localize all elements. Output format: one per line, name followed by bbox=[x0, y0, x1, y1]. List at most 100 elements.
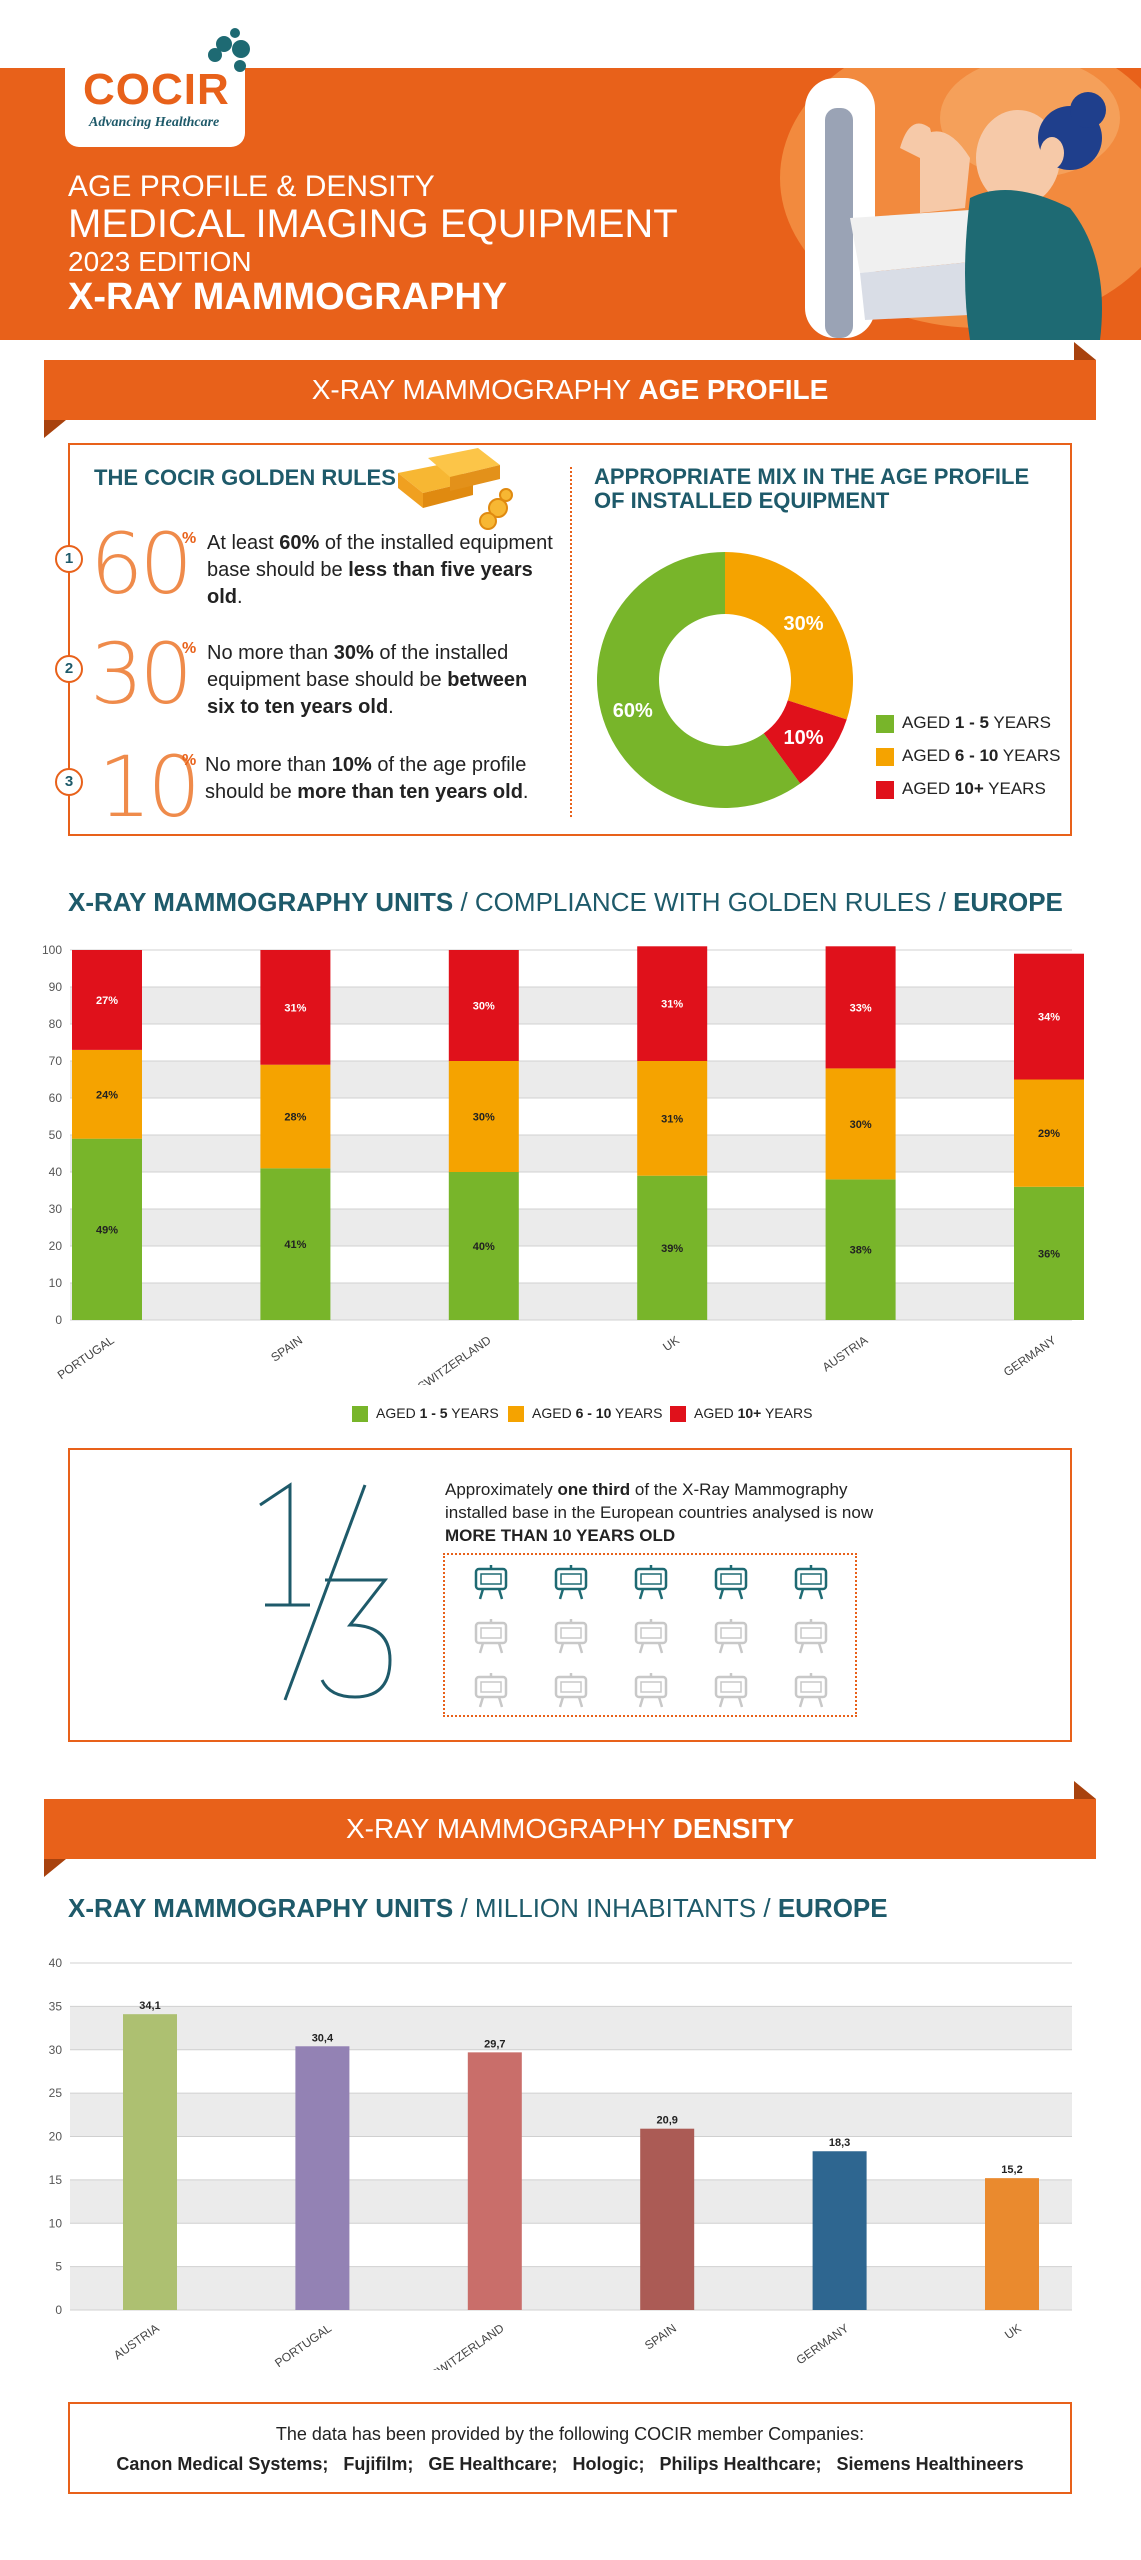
x-tick-label: UK bbox=[660, 1333, 682, 1354]
y-tick-label: 15 bbox=[49, 2173, 63, 2187]
one-third-panel: Approximately one third of the X-Ray Mam… bbox=[68, 1448, 1072, 1742]
bar-data-label: 33% bbox=[850, 1002, 872, 1014]
source-line: The data has been provided by the follow… bbox=[275, 2424, 865, 2444]
y-tick-label: 20 bbox=[49, 2130, 63, 2144]
grid-band bbox=[70, 2179, 1072, 2224]
bar-data-label: 30% bbox=[473, 1112, 495, 1124]
header-line-1: AGE PROFILE & DENSITY bbox=[68, 170, 435, 203]
legend-text: AGED bbox=[902, 713, 955, 732]
stacked-bar-segment bbox=[1014, 1186, 1084, 1320]
company-name: Siemens Healthineers bbox=[836, 2454, 1024, 2474]
density-bar bbox=[123, 2014, 177, 2310]
density-banner: X-RAY MAMMOGRAPHY DENSITY bbox=[44, 1799, 1096, 1859]
company-list: Canon Medical Systems; Fujifilm; GE Heal… bbox=[70, 2454, 1070, 2475]
legend-bold: 1 - 5 bbox=[954, 713, 989, 732]
mammography-unit-icon bbox=[471, 1563, 511, 1603]
header-line-2: MEDICAL IMAGING EQUIPMENT bbox=[68, 202, 678, 246]
y-tick-label: 35 bbox=[49, 1999, 63, 2013]
rule-text: At least 60% of the installed equipment … bbox=[207, 532, 553, 608]
company-name: Philips Healthcare; bbox=[659, 2454, 837, 2474]
mix-title: APPROPRIATE MIX IN THE AGE PROFILE OF IN… bbox=[594, 465, 1029, 513]
donut-legend-item: AGED 1 - 5 YEARS bbox=[876, 713, 1051, 733]
legend-text: YEARS bbox=[998, 746, 1061, 765]
density-chart-title: X-RAY MAMMOGRAPHY UNITS / MILLION INHABI… bbox=[68, 1893, 888, 1923]
logo-dot bbox=[208, 48, 222, 62]
rule-percent: % bbox=[182, 752, 197, 769]
bar-data-label: 29% bbox=[1038, 1128, 1060, 1140]
stacked-bar-segment bbox=[1014, 953, 1084, 1080]
rule-percent: % bbox=[182, 640, 197, 657]
compliance-stacked-bar-chart: 0 10 20 30 40 50 60 70 80 90 100 49% 24% 27% PORTUGAL 4… bbox=[42, 943, 1084, 1385]
bar-data-label: 18,3 bbox=[829, 2137, 850, 2149]
logo-tagline: Advancing Healthcare bbox=[89, 115, 220, 130]
mammography-unit-icon bbox=[791, 1671, 831, 1711]
mix-title-line2: OF INSTALLED EQUIPMENT bbox=[594, 488, 890, 513]
donut-slice-label: 30% bbox=[783, 613, 823, 635]
stacked-bar-segment bbox=[1014, 1079, 1084, 1187]
legend-swatch bbox=[876, 714, 894, 733]
stacked-bar-segment bbox=[637, 946, 708, 1061]
logo-dot bbox=[230, 28, 240, 38]
stacked-bar-segment bbox=[448, 1172, 519, 1320]
y-tick-label: 50 bbox=[49, 1128, 63, 1142]
cocir-logo: COCIR Advancing Healthcare bbox=[65, 55, 245, 147]
grid-band bbox=[70, 1135, 1072, 1172]
y-tick-label: 90 bbox=[49, 980, 63, 994]
age-mix-donut-chart: 60% 30% 10% bbox=[596, 552, 853, 808]
x-tick-label: AUSTRIA bbox=[111, 2321, 162, 2362]
bar-data-label: 34,1 bbox=[139, 2000, 160, 2012]
bar-data-label: 41% bbox=[284, 1239, 306, 1251]
banner-fold bbox=[44, 1859, 66, 1877]
legend-swatch bbox=[876, 780, 894, 799]
donut-slice-label: 10% bbox=[783, 727, 823, 749]
grid-band bbox=[70, 1209, 1072, 1246]
density-bar bbox=[812, 2151, 867, 2310]
data-source-panel: The data has been provided by the follow… bbox=[68, 2402, 1072, 2494]
banner-text: X-RAY MAMMOGRAPHY bbox=[311, 374, 639, 405]
mix-title-line1: APPROPRIATE MIX IN THE AGE PROFILE bbox=[594, 464, 1030, 489]
grid-band bbox=[70, 987, 1072, 1024]
stacked-legend-item: AGED 6 - 10 YEARS bbox=[508, 1405, 663, 1423]
panel-divider bbox=[570, 467, 572, 817]
legend-swatch bbox=[508, 1406, 524, 1423]
density-bar bbox=[640, 2128, 695, 2310]
bar-data-label: 49% bbox=[96, 1224, 118, 1236]
y-tick-label: 25 bbox=[49, 2086, 63, 2100]
density-bar bbox=[985, 2178, 1039, 2310]
x-tick-label: GERMANY bbox=[1001, 1333, 1059, 1379]
stacked-bar-segment bbox=[637, 1175, 708, 1320]
y-tick-label: 20 bbox=[49, 1239, 63, 1253]
grid-band bbox=[70, 2093, 1072, 2137]
bar-data-label: 39% bbox=[661, 1243, 683, 1255]
bar-data-label: 36% bbox=[1038, 1248, 1060, 1260]
banner-fold bbox=[1074, 342, 1096, 360]
donut-slice bbox=[763, 700, 847, 784]
bar-data-label: 30% bbox=[473, 1001, 495, 1013]
header-line-3: 2023 EDITION bbox=[68, 246, 252, 277]
x-tick-label: PORTUGAL bbox=[272, 2321, 334, 2370]
mammography-unit-icon bbox=[791, 1617, 831, 1657]
y-tick-label: 10 bbox=[49, 2216, 63, 2230]
legend-text: AGED bbox=[902, 746, 955, 765]
stacked-legend-item: AGED 10+ YEARS bbox=[670, 1405, 812, 1423]
mammography-illustration bbox=[780, 68, 1141, 340]
x-tick-label: PORTUGAL bbox=[55, 1333, 117, 1382]
company-name: Hologic; bbox=[572, 2454, 660, 2474]
rule-number-badge: 2 bbox=[55, 655, 83, 683]
grid-band bbox=[70, 1283, 1072, 1320]
bar-data-label: 38% bbox=[850, 1245, 872, 1257]
x-tick-label: AUSTRIA bbox=[820, 1333, 871, 1374]
bar-data-label: 31% bbox=[284, 1002, 306, 1014]
bar-data-label: 27% bbox=[96, 995, 118, 1007]
rule-big-number: 60 bbox=[90, 515, 193, 613]
bar-data-label: 30,4 bbox=[312, 2032, 334, 2044]
stacked-bar-segment bbox=[825, 1068, 896, 1180]
mammography-unit-icon bbox=[631, 1671, 671, 1711]
rule-number-badge: 1 bbox=[55, 545, 83, 573]
donut-slice bbox=[596, 552, 801, 808]
legend-bold: 10+ bbox=[954, 779, 984, 798]
rule-text: No more than 10% of the age profile shou… bbox=[205, 754, 529, 803]
one-third-graphic bbox=[259, 1482, 392, 1701]
stacked-bar-segment bbox=[260, 1064, 331, 1169]
grid-band bbox=[70, 2266, 1072, 2310]
